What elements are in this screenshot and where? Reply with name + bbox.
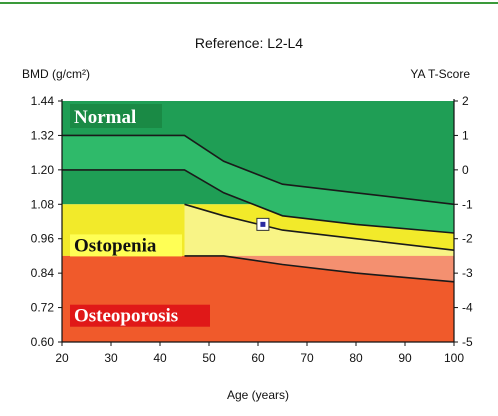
y-tick-label: 0.84 [31,266,55,280]
y2-axis-label: YA T-Score [410,67,470,81]
top-divider [0,2,498,4]
y-tick-label: 1.20 [31,163,55,177]
reference-curve-4 [184,255,455,283]
y2-tick-label: -1 [462,197,473,211]
zone-label-bg-normal [70,104,162,128]
x-tick-label: 80 [349,351,363,365]
x-tick-label: 100 [444,351,464,365]
y2-tick-label: -2 [462,232,473,246]
green-band [62,135,454,233]
y2-tick-label: 2 [462,94,469,108]
y-tick-label: 1.08 [31,197,55,211]
axes: 1.44 1.32 1.20 1.08 0.96 0.84 0.72 0.60 2 1 0 -1 -2 -… [31,94,473,365]
x-axis-label: Age (years) [227,388,289,402]
reference-curve-3 [184,203,455,251]
y2-tick-label: 1 [462,128,469,142]
y-axis-label: BMD (g/cm²) [22,67,90,81]
y2-tick-label: -5 [462,335,473,349]
y-tick-label: 0.72 [31,301,55,315]
reference-curve-2 [62,169,455,234]
x-tick-label: 30 [104,351,118,365]
zone-label-normal: Normal [74,107,136,128]
y-tick-label: 1.32 [31,128,55,142]
zone-label-ostopenia: Ostopenia [74,235,157,256]
y2-tick-label: -4 [462,301,473,315]
x-tick-label: 70 [300,351,314,365]
patient-point-layer [256,217,270,231]
reference-curves [62,134,455,283]
x-tick-label: 40 [153,351,167,365]
reference-curve-1 [62,134,455,206]
y-tick-label: 0.60 [31,335,55,349]
chart-title: Reference: L2-L4 [195,35,303,51]
x-tick-label: 90 [398,351,412,365]
x-tick-label: 60 [251,351,265,365]
y2-tick-label: -3 [462,266,473,280]
patient-point [260,221,266,227]
y2-tick-label: 0 [462,163,469,177]
x-tick-label: 50 [202,351,216,365]
zone-label-bg-osteoporosis [70,304,210,327]
zone-label-osteoporosis: Osteoporosis [74,306,178,327]
x-tick-label: 20 [55,351,69,365]
y-tick-label: 0.96 [31,232,55,246]
y-tick-label: 1.44 [31,94,55,108]
zone-labels: Normal Ostopenia Osteoporosis [70,104,210,327]
zone-label-bg-ostopenia [70,234,182,257]
